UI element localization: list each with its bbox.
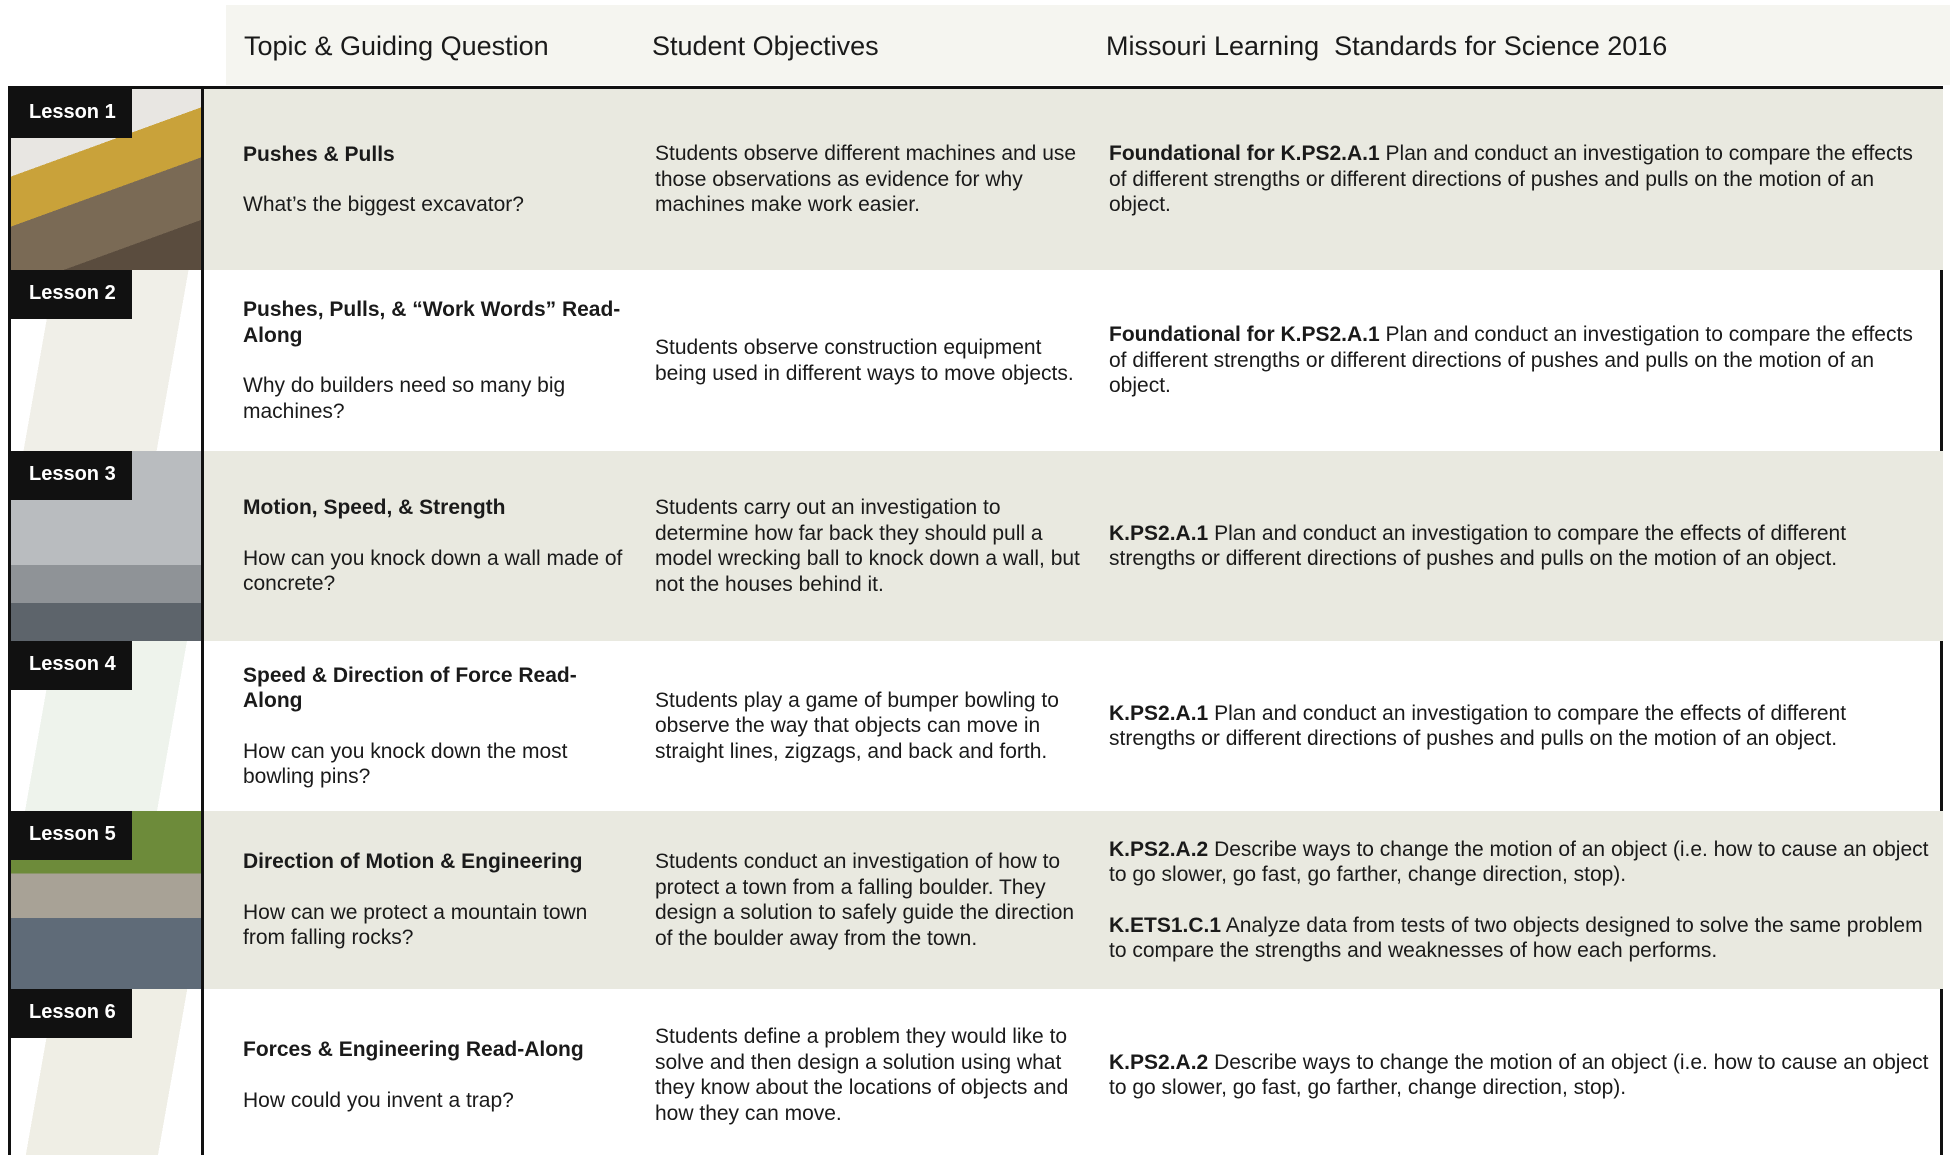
standard: K.ETS1.C.1 Analyze data from tests of tw… <box>1109 913 1929 964</box>
lesson-label: Lesson 4 <box>11 641 132 690</box>
standard-text: Plan and conduct an investigation to com… <box>1109 701 1847 751</box>
standard: K.PS2.A.2 Describe ways to change the mo… <box>1109 837 1929 888</box>
standard-code: Foundational for K.PS2.A.1 <box>1109 323 1380 347</box>
column-header: Student Objectives <box>652 31 879 61</box>
standard: Foundational for K.PS2.A.1 Plan and cond… <box>1109 141 1929 218</box>
topic-cell: Forces & Engineering Read-Along How could… <box>243 989 633 1155</box>
lesson-label: Lesson 5 <box>11 811 132 860</box>
lesson-row: Lesson 6 Forces & Engineering Read-Along H… <box>11 989 1943 1155</box>
guiding-question: What’s the biggest excavator? <box>243 193 524 216</box>
lesson-label: Lesson 2 <box>11 270 132 319</box>
topic-cell: Pushes, Pulls, & “Work Words” Read-Along… <box>243 270 633 451</box>
standard: K.PS2.A.2 Describe ways to change the mo… <box>1109 1050 1929 1101</box>
standard-code: K.PS2.A.2 <box>1109 1050 1209 1074</box>
topic-title: Pushes, Pulls, & “Work Words” Read-Along <box>243 298 621 347</box>
topic-title: Forces & Engineering Read-Along <box>243 1038 584 1061</box>
objectives-cell: Students observe construction equipment … <box>655 270 1085 451</box>
standard-text: Plan and conduct an investigation to com… <box>1109 323 1913 398</box>
standard-text: Plan and conduct an investigation to com… <box>1109 142 1913 217</box>
standards-cell: Foundational for K.PS2.A.1 Plan and cond… <box>1109 89 1929 270</box>
topic-title: Speed & Direction of Force Read-Along <box>243 663 577 713</box>
lesson-image: Lesson 1 <box>11 89 204 270</box>
topic-title: Motion, Speed, & Strength <box>243 496 506 520</box>
objectives: Students define a problem they would lik… <box>655 1025 1069 1125</box>
lesson-row: Lesson 3 Motion, Speed, & Strength How can… <box>11 451 1943 641</box>
guiding-question: Why do builders need so many big machine… <box>243 374 566 423</box>
topic-cell: Speed & Direction of Force Read-Along How… <box>243 641 633 811</box>
standards-cell: K.PS2.A.2 Describe ways to change the mo… <box>1109 811 1929 989</box>
lesson-row: Lesson 1 Pushes & Pulls What’s the biggest… <box>11 89 1943 270</box>
objectives: Students carry out an investigation to d… <box>655 496 1080 596</box>
lesson-image: Lesson 6 <box>11 989 204 1155</box>
standard-text: Describe ways to change the motion of an… <box>1109 1050 1929 1100</box>
objectives-cell: Students carry out an investigation to d… <box>655 451 1085 641</box>
standard-code: Foundational for K.PS2.A.1 <box>1109 142 1380 166</box>
topic-cell: Motion, Speed, & Strength How can you kno… <box>243 451 633 641</box>
objectives-cell: Students observe different machines and … <box>655 89 1085 270</box>
standard: K.PS2.A.1 Plan and conduct an investigat… <box>1109 521 1929 572</box>
standard: Foundational for K.PS2.A.1 Plan and cond… <box>1109 322 1929 399</box>
guiding-question: How can you knock down a wall made of co… <box>243 546 623 596</box>
column-header: Topic & Guiding Question <box>244 31 549 61</box>
standard-text: Describe ways to change the motion of an… <box>1109 837 1929 887</box>
standard-code: K.PS2.A.1 <box>1109 701 1209 725</box>
standard-code: K.ETS1.C.1 <box>1109 913 1222 937</box>
guiding-question: How can we protect a mountain town from … <box>243 900 588 950</box>
lesson-table: Lesson 1 Pushes & Pulls What’s the biggest… <box>8 86 1943 1155</box>
lesson-image: Lesson 5 <box>11 811 204 989</box>
lesson-label: Lesson 3 <box>11 451 132 500</box>
header: Topic & Guiding Question Student Objecti… <box>226 5 1950 85</box>
topic-title: Pushes & Pulls <box>243 142 395 166</box>
standards-cell: K.PS2.A.1 Plan and conduct an investigat… <box>1109 451 1929 641</box>
lesson-image: Lesson 2 <box>11 270 204 451</box>
column-header: Missouri Learning Standards for Science … <box>1106 31 1668 61</box>
guiding-question: How can you knock down the most bowling … <box>243 739 568 789</box>
standard-text: Plan and conduct an investigation to com… <box>1109 521 1847 571</box>
objectives: Students observe construction equipment … <box>655 336 1074 385</box>
lesson-image: Lesson 4 <box>11 641 204 811</box>
lesson-label: Lesson 6 <box>11 989 132 1038</box>
objectives: Students conduct an investigation of how… <box>655 850 1075 950</box>
lesson-label: Lesson 1 <box>11 89 132 138</box>
objectives: Students play a game of bumper bowling t… <box>655 688 1059 763</box>
standards-cell: Foundational for K.PS2.A.1 Plan and cond… <box>1109 270 1929 451</box>
standard-code: K.PS2.A.1 <box>1109 521 1209 545</box>
guiding-question: How could you invent a trap? <box>243 1088 514 1112</box>
standard: K.PS2.A.1 Plan and conduct an investigat… <box>1109 701 1929 752</box>
objectives: Students observe different machines and … <box>655 142 1077 217</box>
topic-cell: Direction of Motion & Engineering How can… <box>243 811 633 989</box>
lesson-image: Lesson 3 <box>11 451 204 641</box>
topic-title: Direction of Motion & Engineering <box>243 850 583 874</box>
objectives-cell: Students define a problem they would lik… <box>655 989 1085 1155</box>
lesson-row: Lesson 4 Speed & Direction of Force Read-… <box>11 641 1943 811</box>
standards-cell: K.PS2.A.2 Describe ways to change the mo… <box>1109 989 1929 1155</box>
standard-text: Analyze data from tests of two objects d… <box>1109 913 1923 963</box>
topic-cell: Pushes & Pulls What’s the biggest excavat… <box>243 89 633 270</box>
objectives-cell: Students conduct an investigation of how… <box>655 811 1085 989</box>
lesson-row: Lesson 2 Pushes, Pulls, & “Work Words” Re… <box>11 270 1943 451</box>
objectives-cell: Students play a game of bumper bowling t… <box>655 641 1085 811</box>
lesson-row: Lesson 5 Direction of Motion & Engineerin… <box>11 811 1943 989</box>
standard-code: K.PS2.A.2 <box>1109 837 1209 861</box>
standards-cell: K.PS2.A.1 Plan and conduct an investigat… <box>1109 641 1929 811</box>
